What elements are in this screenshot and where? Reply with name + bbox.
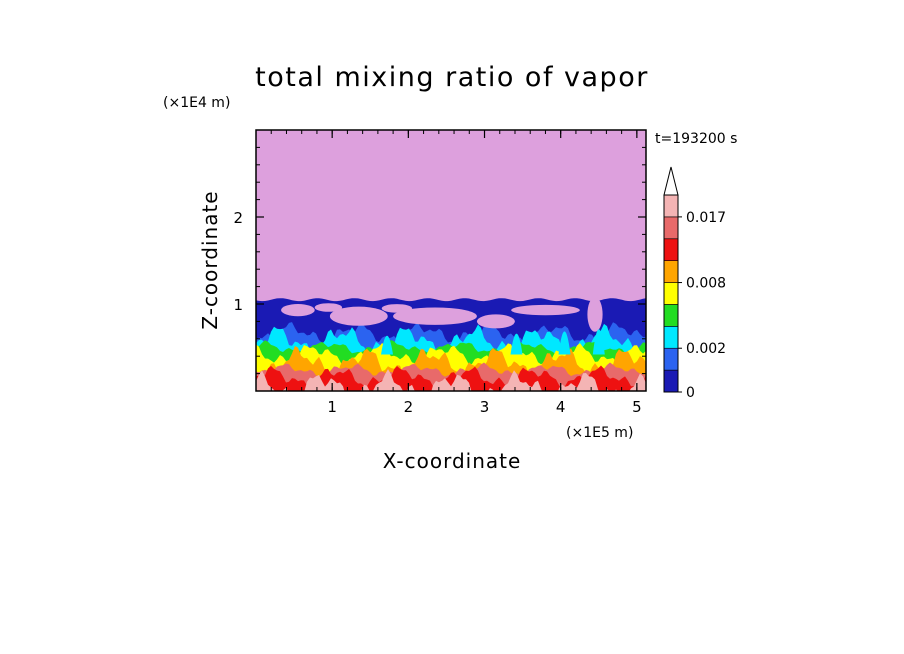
plot-frame bbox=[255, 129, 647, 392]
time-label: t=193200 s bbox=[655, 131, 737, 147]
colorbar-tick-label: 0.017 bbox=[686, 210, 726, 226]
colorbar-segment bbox=[663, 326, 679, 349]
x-tick-label: 2 bbox=[404, 398, 414, 416]
colorbar-frame bbox=[663, 194, 679, 393]
colorbar: 0 0.002 0.008 0.017 bbox=[663, 166, 726, 401]
x-tick-label: 4 bbox=[556, 398, 566, 416]
colorbar-segment bbox=[663, 347, 679, 371]
contour-bands bbox=[256, 298, 646, 391]
colorbar-extend-arrow bbox=[663, 166, 679, 196]
y-tick-label: 2 bbox=[233, 209, 243, 227]
dry-intrusion bbox=[329, 306, 388, 326]
moist-plume bbox=[558, 331, 571, 355]
x-axis: 1 2 3 4 5 bbox=[270, 130, 642, 416]
colorbar-tick-label: 0.002 bbox=[686, 341, 726, 357]
y-axis: 12 bbox=[233, 146, 646, 375]
moist-plume bbox=[510, 333, 523, 355]
y-unit-label: (×1E4 m) bbox=[163, 95, 230, 111]
colorbar-tick-label: 0 bbox=[686, 385, 695, 401]
dry-intrusion bbox=[476, 314, 515, 329]
colorbar-segment bbox=[663, 216, 679, 240]
contour-band bbox=[256, 365, 646, 391]
dry-intrusion bbox=[587, 297, 603, 332]
dry-intrusion bbox=[511, 304, 580, 316]
x-tick-label: 1 bbox=[327, 398, 337, 416]
plot-area bbox=[256, 130, 646, 391]
dry-intrusion bbox=[381, 304, 413, 313]
dry-intrusion bbox=[281, 304, 315, 317]
dry-intrusion bbox=[314, 303, 343, 312]
colorbar-segment bbox=[663, 238, 679, 261]
colorbar-segment bbox=[663, 194, 679, 218]
x-unit-label: (×1E5 m) bbox=[566, 425, 633, 441]
y-tick-label: 1 bbox=[233, 296, 243, 314]
moist-plume bbox=[381, 335, 394, 355]
contour-band bbox=[256, 369, 646, 391]
colorbar-segment bbox=[663, 304, 679, 327]
dry-intrusion bbox=[393, 307, 477, 325]
colorbar-segment bbox=[663, 282, 679, 305]
x-axis-title: X-coordinate bbox=[383, 449, 522, 473]
colorbar-segment bbox=[663, 260, 679, 283]
vapor-intrusions bbox=[281, 297, 605, 355]
chart-title: total mixing ratio of vapor bbox=[255, 62, 649, 93]
x-tick-label: 5 bbox=[632, 398, 642, 416]
x-tick-label: 3 bbox=[480, 398, 490, 416]
moist-plume bbox=[592, 329, 605, 355]
colorbar-tick-label: 0.008 bbox=[686, 276, 726, 292]
colorbar-segment bbox=[663, 369, 679, 393]
y-axis-title: Z-coordinate bbox=[198, 190, 222, 329]
